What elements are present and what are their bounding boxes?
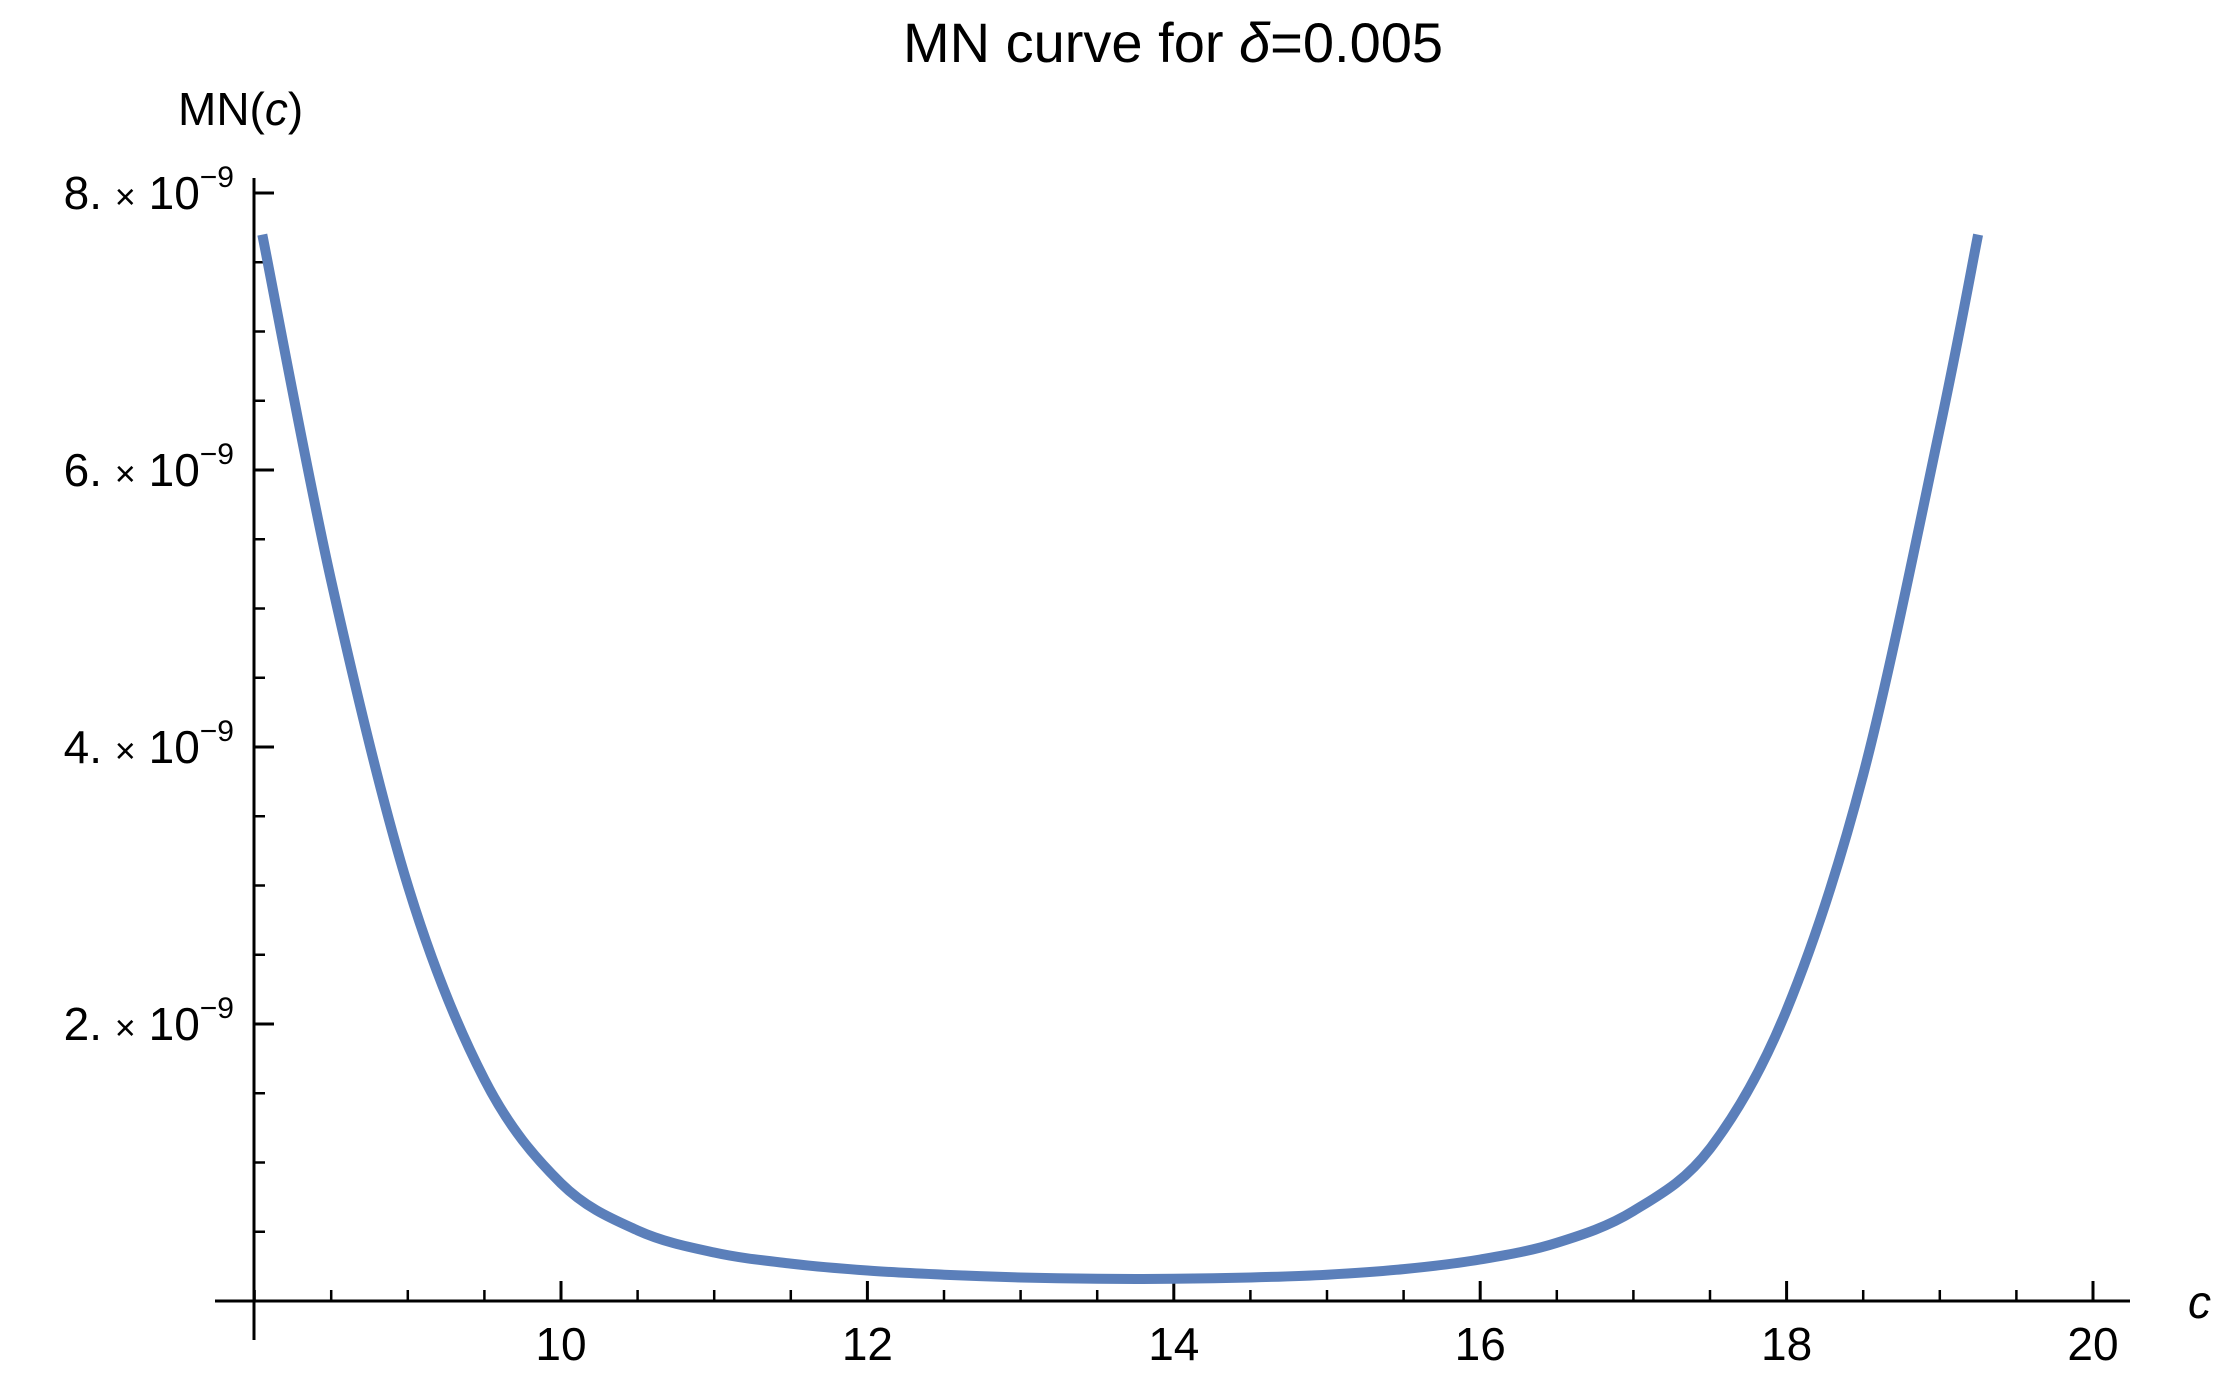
y-axis-ticks: 2. × 10−9 4. × 10−9 6. × 10−9 8. × 10−9 (64, 161, 274, 1233)
axes (215, 178, 2130, 1340)
y-axis-label: MN(c) (178, 83, 303, 135)
y-axis-label-prefix: MN( (178, 83, 266, 135)
y-axis-label-var: c (265, 83, 288, 135)
x-axis-label: c (2188, 1276, 2211, 1328)
chart-title-symbol: δ (1239, 11, 1271, 74)
y-tick-label: 2. × 10−9 (64, 992, 234, 1050)
y-tick-label: 6. × 10−9 (64, 438, 234, 496)
chart-title: MN curve for δ=0.005 (903, 11, 1443, 74)
x-tick-label: 18 (1761, 1318, 1812, 1370)
x-tick-label: 10 (535, 1318, 586, 1370)
y-axis-label-suffix: ) (288, 83, 303, 135)
y-tick-label: 4. × 10−9 (64, 715, 234, 773)
x-tick-label: 12 (842, 1318, 893, 1370)
x-tick-label: 20 (2067, 1318, 2118, 1370)
series-layer (257, 233, 1984, 1285)
series-line-0 (257, 233, 1984, 1285)
x-tick-label: 14 (1148, 1318, 1199, 1370)
chart-title-suffix: =0.005 (1270, 11, 1443, 74)
x-tick-label: 16 (1455, 1318, 1506, 1370)
x-axis-ticks: 10 12 14 16 18 20 (253, 1281, 2119, 1370)
y-tick-label: 8. × 10−9 (64, 161, 234, 219)
chart-title-prefix: MN curve for (903, 11, 1239, 74)
